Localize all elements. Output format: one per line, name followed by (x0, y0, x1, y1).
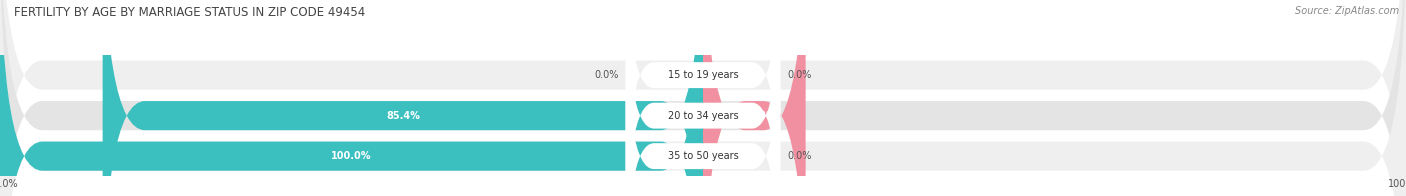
Text: 14.6%: 14.6% (737, 111, 772, 121)
FancyBboxPatch shape (103, 0, 703, 196)
FancyBboxPatch shape (626, 0, 780, 196)
Text: FERTILITY BY AGE BY MARRIAGE STATUS IN ZIP CODE 49454: FERTILITY BY AGE BY MARRIAGE STATUS IN Z… (14, 6, 366, 19)
Text: 0.0%: 0.0% (787, 70, 811, 80)
Text: 0.0%: 0.0% (595, 70, 619, 80)
FancyBboxPatch shape (0, 0, 703, 196)
Text: 20 to 34 years: 20 to 34 years (668, 111, 738, 121)
FancyBboxPatch shape (703, 0, 806, 196)
Text: Source: ZipAtlas.com: Source: ZipAtlas.com (1295, 6, 1399, 16)
Text: 15 to 19 years: 15 to 19 years (668, 70, 738, 80)
FancyBboxPatch shape (626, 7, 780, 196)
Text: 100.0%: 100.0% (332, 151, 371, 161)
FancyBboxPatch shape (626, 0, 780, 196)
Text: 85.4%: 85.4% (385, 111, 420, 121)
Text: 0.0%: 0.0% (787, 151, 811, 161)
Text: 35 to 50 years: 35 to 50 years (668, 151, 738, 161)
